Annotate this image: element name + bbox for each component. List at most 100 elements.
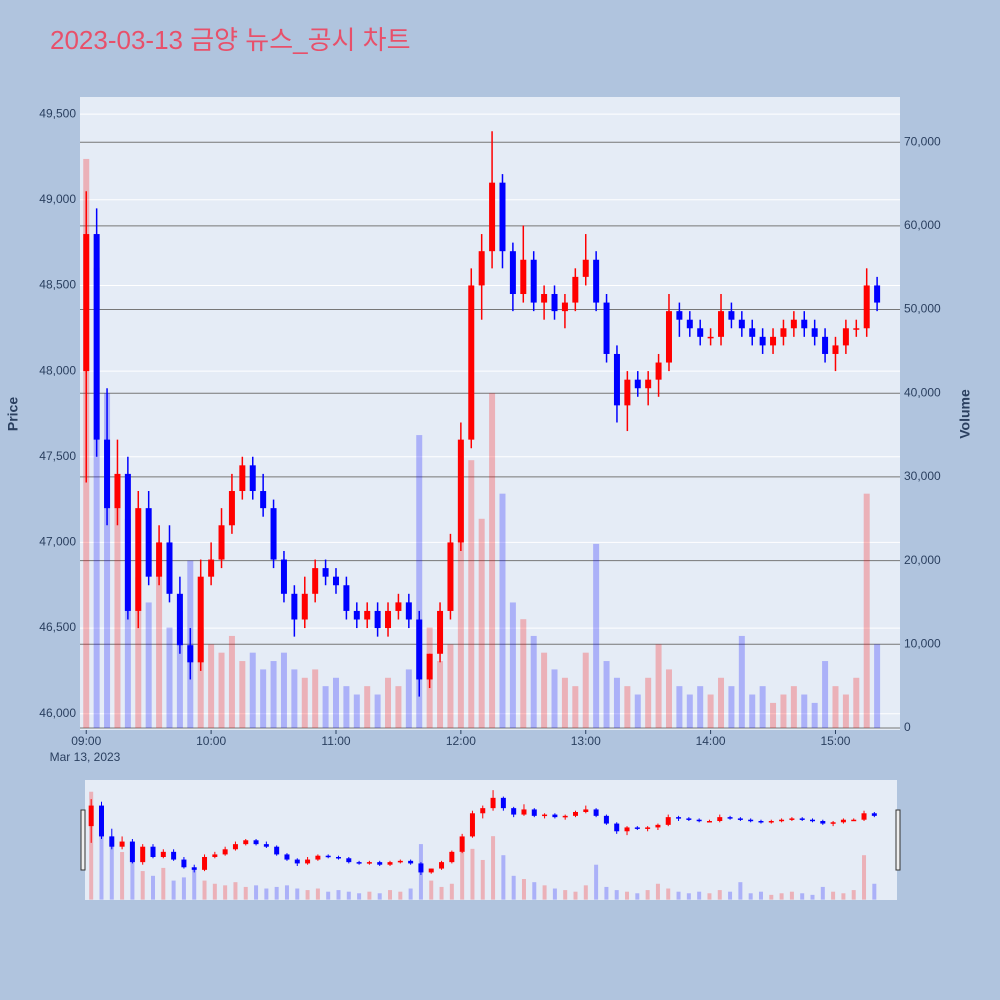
slider-candle-body: [202, 856, 208, 870]
y2-tick-label: 50,000: [904, 302, 941, 316]
slider-volume-bar: [872, 883, 877, 900]
volume-bar: [686, 694, 693, 728]
candle-body: [385, 610, 392, 629]
slider-volume-bar: [738, 882, 743, 900]
slider-candle-body: [542, 814, 548, 817]
slider-volume-bar: [202, 880, 207, 900]
slider-candle-body: [346, 858, 352, 863]
volume-bar: [322, 686, 329, 728]
slider-candle-body: [160, 851, 166, 857]
volume-bar: [655, 644, 662, 728]
volume-bar: [93, 267, 100, 728]
candle-body: [759, 336, 766, 346]
slider-candle-body: [789, 818, 795, 820]
volume-bar: [489, 393, 496, 728]
y2-axis-title: Volume: [957, 389, 973, 439]
slider-volume-bar: [491, 836, 496, 900]
slider-candle-body: [552, 814, 558, 818]
slider-volume-bar: [573, 891, 578, 900]
volume-bar: [312, 669, 319, 728]
slider-candle-body: [583, 809, 589, 812]
slider-candle-body: [305, 859, 311, 864]
volume-bar: [832, 686, 839, 728]
volume-bar: [395, 686, 402, 728]
slider-volume-bar: [686, 893, 691, 900]
slider-handle[interactable]: [80, 809, 86, 871]
candle-body: [426, 653, 433, 680]
slider-candle-body: [830, 822, 836, 824]
candle-body: [655, 362, 662, 380]
slider-candle-body: [449, 851, 455, 863]
y2-tick-label: 60,000: [904, 218, 941, 232]
volume-bar: [645, 677, 652, 728]
slider-candle-body: [243, 840, 249, 845]
volume-bar: [863, 493, 870, 728]
y-axis-title: Price: [5, 397, 21, 431]
slider-volume-bar: [460, 852, 465, 900]
slider-candle-body: [500, 797, 506, 809]
volume-bar: [874, 644, 881, 728]
slider-candle-body: [98, 805, 104, 837]
candle-body: [561, 302, 568, 312]
volume-bar: [364, 686, 371, 728]
slider-volume-bar: [388, 890, 393, 900]
volume-bar: [145, 602, 152, 728]
candle-body: [457, 439, 464, 543]
candle-body: [697, 328, 704, 337]
candle-body: [686, 319, 693, 329]
x-date-label: Mar 13, 2023: [50, 750, 121, 764]
volume-bar: [624, 686, 631, 728]
volume-bar: [208, 644, 215, 728]
slider-candle-body: [232, 844, 238, 850]
slider-candle-body: [737, 818, 743, 820]
slider-candle-body: [274, 846, 280, 855]
slider-candle-body: [717, 817, 723, 821]
slider-candle-body: [562, 815, 568, 818]
slider-volume-bar: [130, 859, 135, 900]
volume-bar: [437, 661, 444, 728]
slider-candle-body: [366, 862, 372, 864]
volume-bar: [738, 635, 745, 728]
volume-bar: [197, 627, 204, 728]
slider-volume-bar: [707, 893, 712, 900]
candle-body: [124, 473, 131, 611]
slider-volume-bar: [480, 859, 485, 900]
slider-volume-bar: [511, 875, 516, 900]
slider-volume-bar: [264, 888, 269, 900]
slider-candle-body: [469, 813, 475, 837]
candle-body: [93, 234, 100, 440]
slider-volume-bar: [625, 891, 630, 900]
slider-candle-body: [871, 813, 877, 816]
slider-volume-bar: [470, 848, 475, 900]
y2-tick-label: 10,000: [904, 636, 941, 650]
slider-candle-body: [531, 809, 537, 816]
slider-volume-bar: [284, 885, 289, 900]
slider-volume-bar: [501, 855, 506, 900]
slider-candle-body: [706, 820, 712, 823]
slider-candle-body: [645, 827, 651, 829]
slider-volume-bar: [429, 880, 434, 900]
slider-candle-body: [655, 824, 661, 828]
x-tick-label: 09:00: [71, 734, 101, 748]
slider-volume-bar: [676, 891, 681, 900]
y-tick-label: 49,000: [39, 192, 76, 206]
candle-body: [228, 491, 235, 526]
candle-body: [790, 319, 797, 329]
slider-volume-bar: [645, 890, 650, 900]
volume-bar: [572, 686, 579, 728]
slider-handle[interactable]: [895, 809, 901, 871]
candle-body: [239, 465, 246, 492]
candle-body: [353, 610, 360, 620]
candle-body: [197, 576, 204, 663]
y-tick-label: 49,500: [39, 106, 76, 120]
slider-candle-body: [387, 862, 393, 865]
slider-candle-body: [861, 813, 867, 820]
slider-volume-bar: [820, 886, 825, 900]
candle-body: [260, 491, 267, 509]
slider-candle-body: [335, 856, 341, 859]
slider-candle-body: [624, 827, 630, 832]
slider-candle-body: [140, 846, 146, 863]
candle-body: [832, 345, 839, 354]
slider-volume-bar: [717, 890, 722, 900]
volume-bar: [603, 661, 610, 728]
